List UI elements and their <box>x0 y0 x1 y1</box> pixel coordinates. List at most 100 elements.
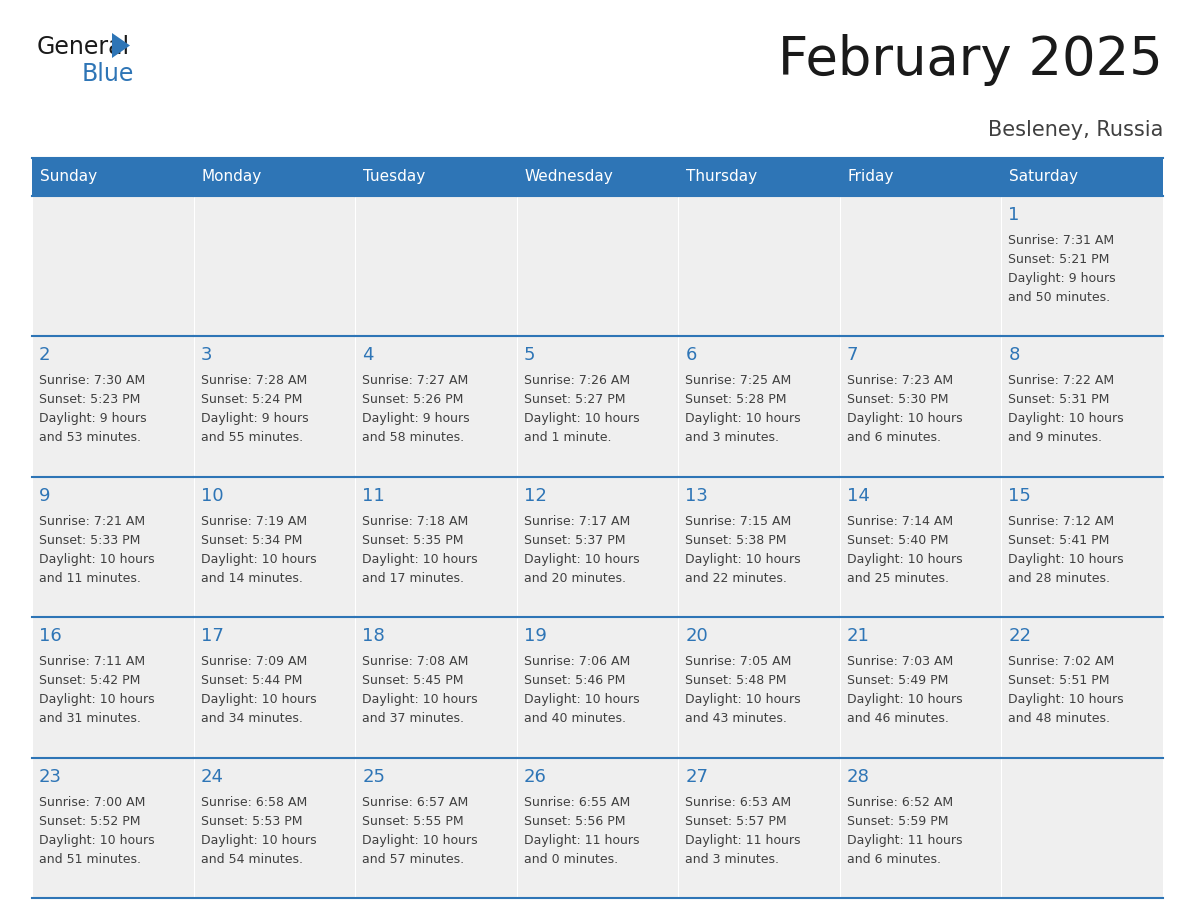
Text: and 37 minutes.: and 37 minutes. <box>362 712 465 725</box>
Text: 16: 16 <box>39 627 62 645</box>
Text: Daylight: 10 hours: Daylight: 10 hours <box>1009 412 1124 425</box>
Text: Sunrise: 7:21 AM: Sunrise: 7:21 AM <box>39 515 145 528</box>
Text: and 9 minutes.: and 9 minutes. <box>1009 431 1102 444</box>
Text: Sunset: 5:31 PM: Sunset: 5:31 PM <box>1009 394 1110 407</box>
Text: and 43 minutes.: and 43 minutes. <box>685 712 788 725</box>
Text: Sunset: 5:38 PM: Sunset: 5:38 PM <box>685 533 786 547</box>
Text: Blue: Blue <box>82 62 134 86</box>
Bar <box>517 158 678 196</box>
Bar <box>1001 757 1163 898</box>
Bar <box>194 158 355 196</box>
Text: and 58 minutes.: and 58 minutes. <box>362 431 465 444</box>
Text: Sunrise: 7:19 AM: Sunrise: 7:19 AM <box>201 515 307 528</box>
Text: Sunset: 5:44 PM: Sunset: 5:44 PM <box>201 674 302 688</box>
Text: Sunset: 5:57 PM: Sunset: 5:57 PM <box>685 814 786 828</box>
Text: and 46 minutes.: and 46 minutes. <box>847 712 949 725</box>
Text: 12: 12 <box>524 487 546 505</box>
Text: Thursday: Thursday <box>687 170 758 185</box>
Text: 17: 17 <box>201 627 223 645</box>
Text: Sunset: 5:46 PM: Sunset: 5:46 PM <box>524 674 625 688</box>
Bar <box>194 476 355 617</box>
Text: Sunset: 5:40 PM: Sunset: 5:40 PM <box>847 533 948 547</box>
Text: Daylight: 10 hours: Daylight: 10 hours <box>524 553 639 565</box>
Bar <box>840 336 1001 476</box>
Text: Besleney, Russia: Besleney, Russia <box>987 120 1163 140</box>
Text: Sunset: 5:35 PM: Sunset: 5:35 PM <box>362 533 463 547</box>
Bar <box>840 757 1001 898</box>
Bar <box>32 617 194 757</box>
Text: 14: 14 <box>847 487 870 505</box>
Bar <box>1001 476 1163 617</box>
Text: and 1 minute.: and 1 minute. <box>524 431 611 444</box>
Text: and 50 minutes.: and 50 minutes. <box>1009 291 1111 304</box>
Bar <box>517 336 678 476</box>
Text: Sunrise: 6:58 AM: Sunrise: 6:58 AM <box>201 796 307 809</box>
Text: 9: 9 <box>39 487 51 505</box>
Text: and 0 minutes.: and 0 minutes. <box>524 853 618 866</box>
Text: Sunrise: 6:53 AM: Sunrise: 6:53 AM <box>685 796 791 809</box>
Bar <box>678 476 840 617</box>
Bar <box>194 757 355 898</box>
Text: Sunrise: 7:08 AM: Sunrise: 7:08 AM <box>362 655 468 668</box>
Bar <box>32 336 194 476</box>
Text: and 22 minutes.: and 22 minutes. <box>685 572 788 585</box>
Text: Daylight: 10 hours: Daylight: 10 hours <box>1009 693 1124 706</box>
Text: 25: 25 <box>362 767 385 786</box>
Text: 20: 20 <box>685 627 708 645</box>
Bar <box>678 196 840 336</box>
Text: 22: 22 <box>1009 627 1031 645</box>
Text: and 25 minutes.: and 25 minutes. <box>847 572 949 585</box>
Text: Sunset: 5:33 PM: Sunset: 5:33 PM <box>39 533 140 547</box>
Text: and 40 minutes.: and 40 minutes. <box>524 712 626 725</box>
Text: Sunrise: 7:14 AM: Sunrise: 7:14 AM <box>847 515 953 528</box>
Bar <box>355 617 517 757</box>
Text: Daylight: 10 hours: Daylight: 10 hours <box>524 412 639 425</box>
Text: Sunset: 5:28 PM: Sunset: 5:28 PM <box>685 394 786 407</box>
Text: Daylight: 10 hours: Daylight: 10 hours <box>362 693 478 706</box>
Text: 1: 1 <box>1009 206 1019 224</box>
Text: and 34 minutes.: and 34 minutes. <box>201 712 303 725</box>
Text: and 3 minutes.: and 3 minutes. <box>685 431 779 444</box>
Bar <box>1001 196 1163 336</box>
Text: Daylight: 9 hours: Daylight: 9 hours <box>39 412 146 425</box>
Text: Sunrise: 7:09 AM: Sunrise: 7:09 AM <box>201 655 307 668</box>
Text: Daylight: 10 hours: Daylight: 10 hours <box>39 693 154 706</box>
Bar <box>32 757 194 898</box>
Text: 18: 18 <box>362 627 385 645</box>
Bar <box>1001 158 1163 196</box>
Text: 21: 21 <box>847 627 870 645</box>
Text: 19: 19 <box>524 627 546 645</box>
Text: Sunrise: 7:27 AM: Sunrise: 7:27 AM <box>362 375 468 387</box>
Text: Saturday: Saturday <box>1010 170 1079 185</box>
Bar <box>32 158 194 196</box>
Text: 11: 11 <box>362 487 385 505</box>
Text: Sunset: 5:41 PM: Sunset: 5:41 PM <box>1009 533 1110 547</box>
Text: Sunrise: 7:06 AM: Sunrise: 7:06 AM <box>524 655 630 668</box>
Text: 24: 24 <box>201 767 223 786</box>
Bar <box>194 617 355 757</box>
Text: Sunrise: 7:11 AM: Sunrise: 7:11 AM <box>39 655 145 668</box>
Text: Sunset: 5:59 PM: Sunset: 5:59 PM <box>847 814 948 828</box>
Bar <box>678 336 840 476</box>
Bar <box>840 196 1001 336</box>
Bar <box>517 757 678 898</box>
Text: Sunrise: 7:12 AM: Sunrise: 7:12 AM <box>1009 515 1114 528</box>
Text: Daylight: 10 hours: Daylight: 10 hours <box>685 412 801 425</box>
Text: Sunrise: 7:05 AM: Sunrise: 7:05 AM <box>685 655 791 668</box>
Text: Sunrise: 7:17 AM: Sunrise: 7:17 AM <box>524 515 630 528</box>
Text: Friday: Friday <box>848 170 895 185</box>
Text: Sunset: 5:24 PM: Sunset: 5:24 PM <box>201 394 302 407</box>
Bar <box>355 476 517 617</box>
Text: Sunrise: 7:18 AM: Sunrise: 7:18 AM <box>362 515 468 528</box>
Text: Sunrise: 6:57 AM: Sunrise: 6:57 AM <box>362 796 468 809</box>
Text: Daylight: 11 hours: Daylight: 11 hours <box>847 834 962 846</box>
Text: and 31 minutes.: and 31 minutes. <box>39 712 141 725</box>
Bar <box>355 336 517 476</box>
Text: and 53 minutes.: and 53 minutes. <box>39 431 141 444</box>
Text: and 55 minutes.: and 55 minutes. <box>201 431 303 444</box>
Text: and 14 minutes.: and 14 minutes. <box>201 572 303 585</box>
Text: Daylight: 9 hours: Daylight: 9 hours <box>362 412 469 425</box>
Bar <box>517 196 678 336</box>
Text: 7: 7 <box>847 346 859 364</box>
Text: Sunday: Sunday <box>40 170 97 185</box>
